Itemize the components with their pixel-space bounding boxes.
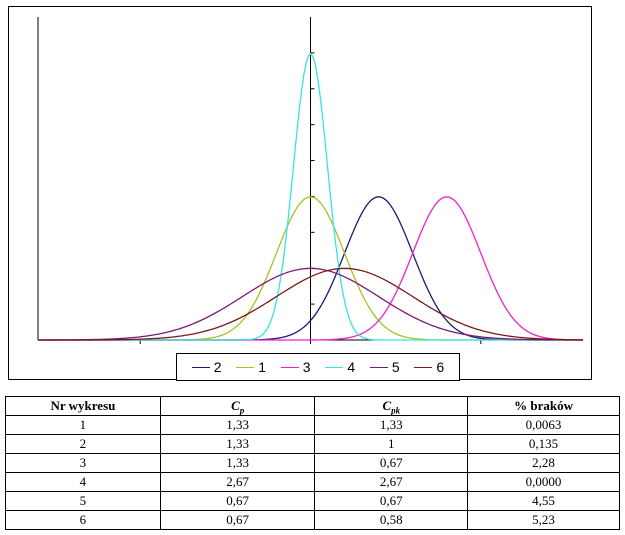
table-header-row: Nr wykresu Cp Cpk % braków <box>5 396 620 416</box>
legend-label: 6 <box>436 359 445 375</box>
legend-item-4: 4 <box>325 359 355 375</box>
cell-cp: 1,33 <box>159 434 316 454</box>
legend-label: 5 <box>391 359 400 375</box>
cell-cpk: 1,33 <box>314 415 469 435</box>
cell-braki: 0,135 <box>467 434 620 454</box>
legend-swatch <box>414 366 433 368</box>
legend-swatch <box>280 366 299 368</box>
legend-item-6: 6 <box>414 359 444 375</box>
table-row: 3 1,33 0,67 2,28 <box>5 453 620 473</box>
legend-item-3: 3 <box>280 359 311 375</box>
legend-label: 1 <box>258 359 267 375</box>
cell-cpk: 0,58 <box>314 510 469 530</box>
cell-cp: 1,33 <box>159 453 316 473</box>
cell-cp: 1,33 <box>159 415 316 435</box>
cell-cpk: 0,67 <box>314 491 469 511</box>
header-cp: Cp <box>159 396 316 416</box>
legend-label: 2 <box>213 359 222 375</box>
legend-swatch <box>191 366 210 368</box>
process-capability-table: Nr wykresu Cp Cpk % braków 1 1,33 1,33 0… <box>5 396 620 530</box>
table-row: 2 1,33 1 0,135 <box>5 434 620 454</box>
cell-cp: 0,67 <box>159 491 316 511</box>
cell-nr: 6 <box>5 510 161 530</box>
header-braki: % braków <box>467 396 620 416</box>
chart-legend: 2 1 3 4 5 6 <box>176 353 460 381</box>
legend-swatch <box>325 366 344 368</box>
table-row: 1 1,33 1,33 0,0063 <box>5 415 620 435</box>
cell-cpk: 1 <box>314 434 469 454</box>
legend-item-5: 5 <box>369 359 400 375</box>
cell-braki: 4,55 <box>467 491 620 511</box>
cell-nr: 1 <box>5 415 161 435</box>
cell-nr: 3 <box>5 453 161 473</box>
cell-nr: 4 <box>5 472 161 492</box>
cell-braki: 0,0000 <box>467 472 620 492</box>
cell-nr: 5 <box>5 491 161 511</box>
cell-cpk: 2,67 <box>314 472 469 492</box>
legend-item-1: 1 <box>236 359 266 375</box>
header-nr: Nr wykresu <box>5 396 161 416</box>
table-row: 6 0,67 0,58 5,23 <box>5 510 620 530</box>
legend-item-2: 2 <box>191 359 222 375</box>
series-line-6 <box>38 267 584 341</box>
cell-braki: 0,0063 <box>467 415 620 435</box>
cell-cpk: 0,67 <box>314 453 469 473</box>
header-cpk-symbol: C <box>382 398 392 413</box>
header-cpk: Cpk <box>314 396 469 416</box>
table-row: 4 2,67 2,67 0,0000 <box>5 472 620 492</box>
legend-label: 4 <box>347 359 356 375</box>
table-row: 5 0,67 0,67 4,55 <box>5 491 620 511</box>
chart-area: 2 1 3 4 5 6 <box>8 6 592 381</box>
legend-swatch <box>236 366 255 368</box>
legend-label: 3 <box>302 359 311 375</box>
legend-swatch <box>369 366 388 368</box>
cell-braki: 5,23 <box>467 510 620 530</box>
cell-braki: 2,28 <box>467 453 620 473</box>
cell-nr: 2 <box>5 434 161 454</box>
header-cp-subscript: p <box>239 405 245 416</box>
series-line-5 <box>37 267 584 341</box>
header-cp-symbol: C <box>231 398 240 413</box>
cell-cp: 2,67 <box>159 472 316 492</box>
cell-cp: 0,67 <box>159 510 316 530</box>
chart-svg <box>37 17 584 344</box>
header-cpk-subscript: pk <box>391 405 401 416</box>
